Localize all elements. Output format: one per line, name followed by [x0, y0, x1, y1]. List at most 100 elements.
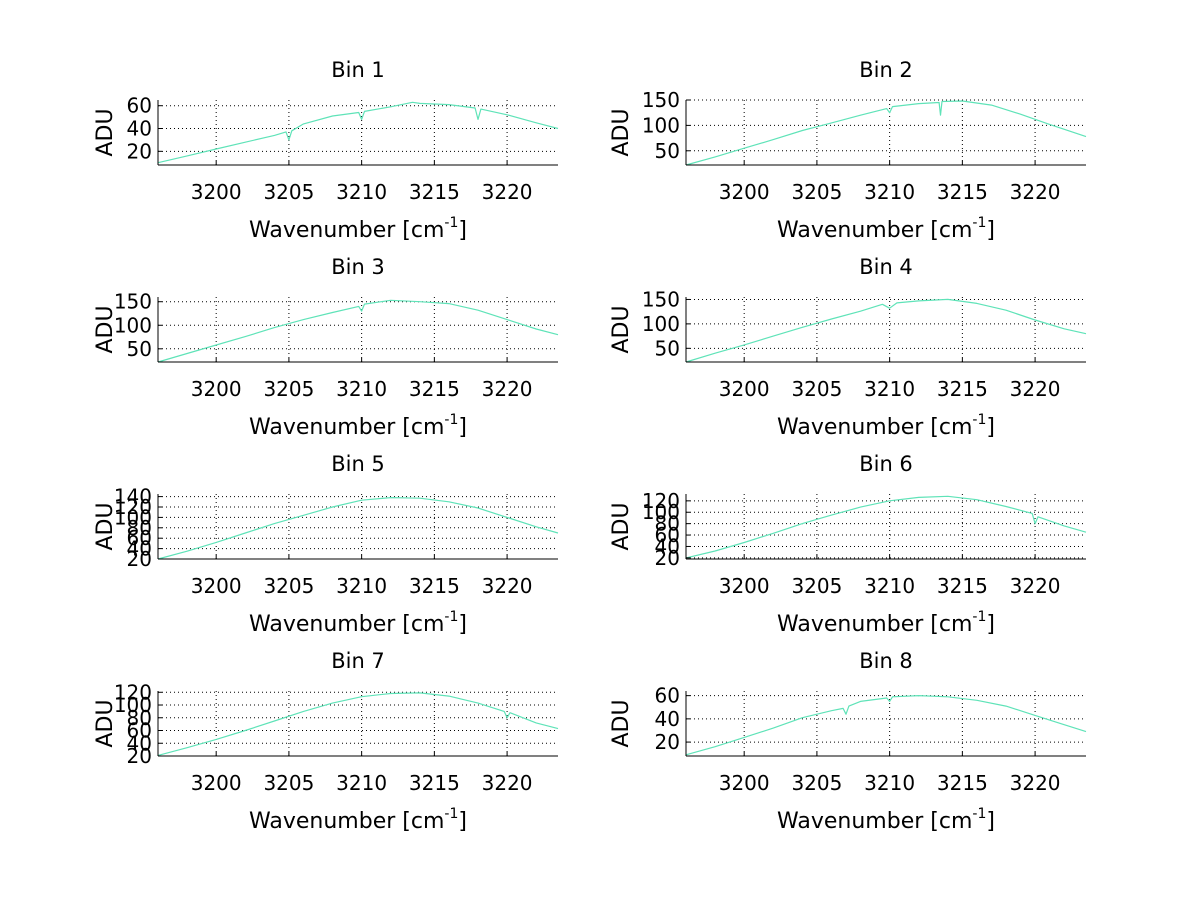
- y-tick-label: 60: [127, 526, 152, 550]
- x-tick-label: 3200: [719, 377, 770, 401]
- y-tick-label: 40: [127, 731, 152, 755]
- chart-title: Bin 4: [859, 255, 913, 279]
- y-axis-label: ADU: [93, 108, 118, 156]
- x-axis-label-text: Wavenumber [cm: [777, 415, 972, 440]
- series-line: [157, 692, 559, 756]
- y-tick-label: 40: [655, 707, 680, 731]
- y-tick-label: 50: [655, 139, 680, 163]
- y-axis-label: ADU: [609, 699, 634, 747]
- y-tick-label: 100: [114, 505, 152, 529]
- y-tick-label: 40: [127, 537, 152, 561]
- series-line: [685, 495, 1087, 559]
- x-tick-label: 3200: [191, 377, 242, 401]
- x-axis-label-end: ]: [458, 612, 467, 637]
- y-tick-label: 100: [114, 693, 152, 717]
- x-axis-label-superscript: -1: [972, 609, 986, 625]
- x-axis-label-text: Wavenumber [cm: [249, 809, 444, 834]
- series-line: [685, 100, 1087, 166]
- series-line: [157, 497, 559, 560]
- plot-area: [158, 297, 558, 362]
- x-tick-label: 3205: [263, 377, 314, 401]
- y-axis-label: ADU: [93, 502, 118, 550]
- x-tick-label: 3220: [1010, 574, 1061, 598]
- x-tick-label: 3200: [719, 574, 770, 598]
- x-axis-label-end: ]: [986, 218, 995, 243]
- x-axis-label-superscript: -1: [972, 412, 986, 428]
- x-tick-label: 3210: [336, 377, 387, 401]
- chart-title: Bin 8: [859, 649, 913, 673]
- x-tick-label: 3215: [937, 180, 988, 204]
- x-axis-label: Wavenumber [cm-1]: [777, 215, 995, 243]
- x-axis-label: Wavenumber [cm-1]: [777, 412, 995, 440]
- y-axis-label: ADU: [609, 305, 634, 353]
- series-line: [685, 298, 1087, 363]
- plot-area: [158, 494, 558, 559]
- plot-area: [686, 691, 1086, 756]
- x-tick-label: 3205: [791, 771, 842, 795]
- chart-title: Bin 6: [859, 452, 913, 476]
- x-tick-label: 3215: [409, 574, 460, 598]
- plot-area: [158, 691, 558, 756]
- x-tick-label: 3200: [191, 574, 242, 598]
- x-axis-label-superscript: -1: [972, 806, 986, 822]
- x-tick-label: 3220: [482, 574, 533, 598]
- y-tick-label: 80: [127, 706, 152, 730]
- x-axis-label-end: ]: [458, 415, 467, 440]
- x-tick-label: 3205: [791, 377, 842, 401]
- x-axis-label-superscript: -1: [972, 215, 986, 231]
- y-tick-label: 150: [114, 290, 152, 314]
- x-axis-label-text: Wavenumber [cm: [777, 218, 972, 243]
- series-line: [685, 694, 1087, 756]
- y-tick-label: 120: [642, 489, 680, 513]
- x-axis-label-end: ]: [986, 809, 995, 834]
- series-line: [157, 101, 559, 164]
- x-tick-label: 3220: [482, 377, 533, 401]
- x-tick-label: 3205: [263, 574, 314, 598]
- plot-area: [686, 494, 1086, 559]
- y-tick-label: 20: [127, 547, 152, 571]
- x-tick-label: 3205: [263, 771, 314, 795]
- x-tick-label: 3210: [336, 180, 387, 204]
- y-tick-label: 140: [114, 485, 152, 509]
- x-tick-label: 3220: [1010, 377, 1061, 401]
- y-axis-label: ADU: [93, 699, 118, 747]
- x-tick-label: 3210: [864, 771, 915, 795]
- x-axis-label: Wavenumber [cm-1]: [777, 806, 995, 834]
- x-tick-label: 3210: [864, 180, 915, 204]
- x-axis-label: Wavenumber [cm-1]: [249, 609, 467, 637]
- y-tick-label: 120: [114, 495, 152, 519]
- y-tick-label: 60: [655, 523, 680, 547]
- chart-title: Bin 2: [859, 58, 913, 82]
- x-tick-label: 3205: [791, 574, 842, 598]
- y-axis-label: ADU: [93, 305, 118, 353]
- x-axis-label-end: ]: [986, 415, 995, 440]
- x-axis-label: Wavenumber [cm-1]: [249, 215, 467, 243]
- plot-area: [686, 100, 1086, 165]
- plot-area: [686, 297, 1086, 362]
- x-tick-label: 3220: [1010, 180, 1061, 204]
- y-tick-label: 100: [642, 113, 680, 137]
- y-tick-label: 100: [114, 313, 152, 337]
- x-tick-label: 3215: [937, 377, 988, 401]
- plot-area: [158, 100, 558, 165]
- y-tick-label: 50: [127, 337, 152, 361]
- x-tick-label: 3200: [719, 771, 770, 795]
- y-tick-label: 20: [655, 730, 680, 754]
- y-axis-label: ADU: [609, 108, 634, 156]
- x-axis-label-superscript: -1: [444, 412, 458, 428]
- x-tick-label: 3215: [937, 771, 988, 795]
- y-tick-label: 20: [127, 139, 152, 163]
- y-tick-label: 150: [642, 88, 680, 112]
- x-axis-label-superscript: -1: [444, 806, 458, 822]
- x-tick-label: 3205: [263, 180, 314, 204]
- y-tick-label: 80: [127, 516, 152, 540]
- series-line: [157, 299, 559, 363]
- x-tick-label: 3200: [719, 180, 770, 204]
- x-axis-label-text: Wavenumber [cm: [249, 612, 444, 637]
